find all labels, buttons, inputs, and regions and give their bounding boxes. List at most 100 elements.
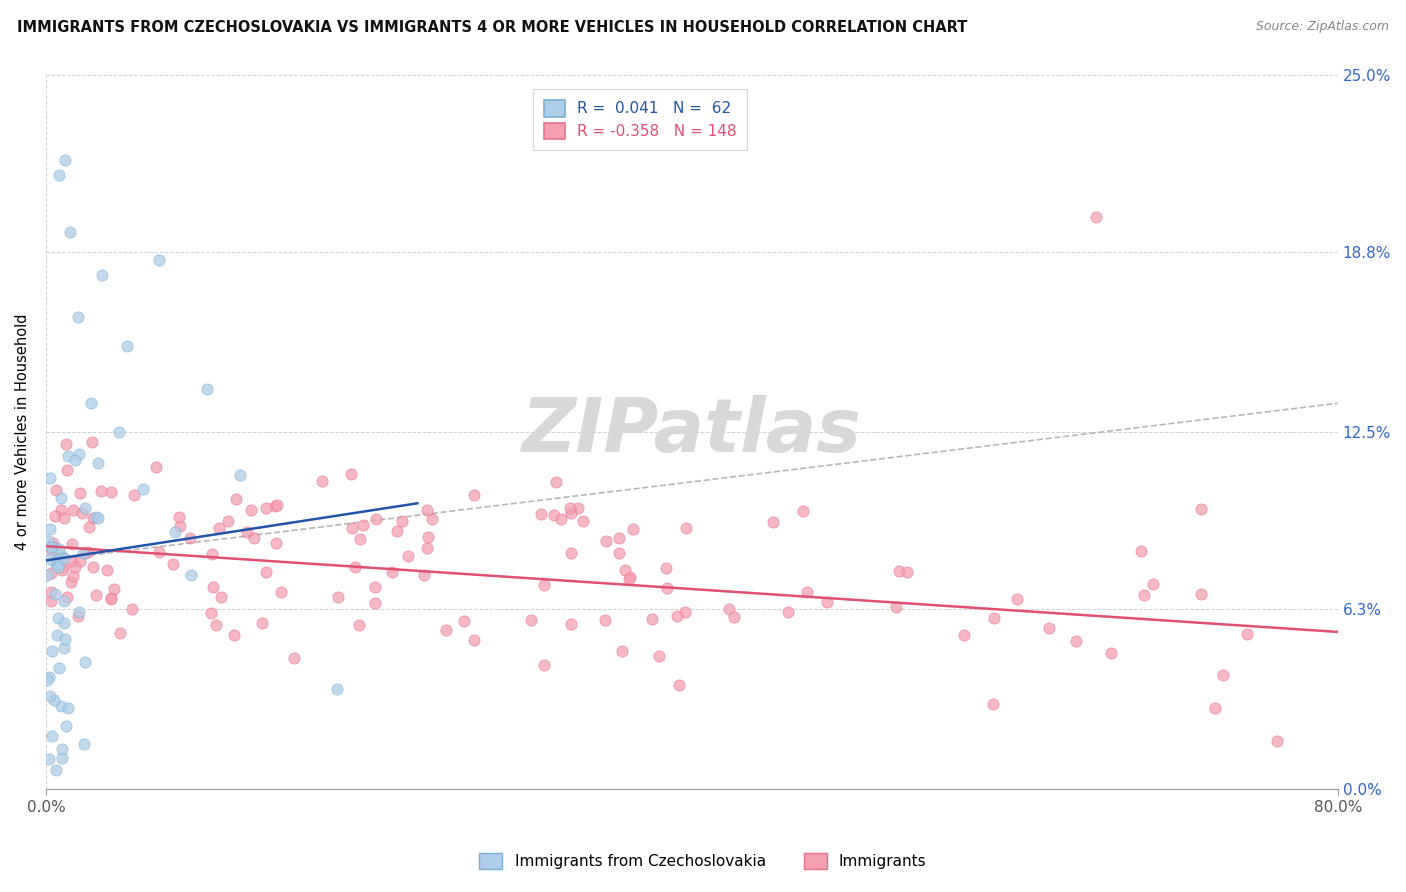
Point — [48, 661, 70, 675]
Point — [1189, 587, 1212, 601]
Point — [1133, 588, 1156, 602]
Point — [100, 485, 122, 500]
Point — [796, 585, 818, 599]
Text: ZIPatlas: ZIPatlas — [522, 395, 862, 468]
Point — [595, 534, 617, 549]
Point — [73, 655, 96, 669]
Point — [56, 463, 79, 477]
Point — [981, 698, 1004, 712]
Point — [121, 602, 143, 616]
Point — [349, 532, 371, 546]
Point — [91, 268, 114, 282]
Point — [675, 521, 697, 535]
Point — [60, 537, 83, 551]
Point — [225, 492, 247, 507]
Point — [416, 531, 439, 545]
Point — [38, 522, 60, 536]
Point — [463, 488, 485, 502]
Point — [67, 310, 90, 325]
Point — [254, 565, 277, 579]
Point — [179, 532, 201, 546]
Point — [619, 570, 641, 584]
Point — [80, 434, 103, 449]
Point — [1142, 577, 1164, 591]
Point — [52, 560, 75, 574]
Point — [41, 729, 63, 743]
Point — [364, 596, 387, 610]
Point — [46, 628, 69, 642]
Point — [55, 719, 77, 733]
Point — [778, 605, 800, 619]
Point — [38, 752, 60, 766]
Point — [60, 554, 83, 568]
Point — [420, 511, 443, 525]
Point — [718, 602, 741, 616]
Point — [56, 590, 79, 604]
Point — [90, 483, 112, 498]
Point — [415, 541, 437, 555]
Point — [69, 554, 91, 568]
Point — [77, 520, 100, 534]
Point — [229, 467, 252, 482]
Point — [723, 610, 745, 624]
Point — [352, 518, 374, 533]
Point — [86, 510, 108, 524]
Point — [162, 558, 184, 572]
Point — [44, 509, 66, 524]
Point — [311, 474, 333, 488]
Point — [38, 471, 60, 485]
Point — [38, 689, 60, 703]
Point — [67, 605, 90, 619]
Point — [666, 609, 689, 624]
Point — [45, 483, 67, 497]
Point — [62, 502, 84, 516]
Point — [53, 593, 76, 607]
Point — [815, 595, 838, 609]
Point — [266, 499, 288, 513]
Point — [82, 559, 104, 574]
Point — [100, 591, 122, 606]
Point — [222, 628, 245, 642]
Point — [1101, 646, 1123, 660]
Point — [53, 153, 76, 168]
Point — [66, 609, 89, 624]
Point — [567, 501, 589, 516]
Point — [250, 616, 273, 631]
Point — [655, 561, 678, 575]
Point — [1084, 211, 1107, 225]
Point — [37, 534, 59, 549]
Point — [326, 590, 349, 604]
Point — [82, 511, 104, 525]
Point — [51, 549, 73, 564]
Legend: Immigrants from Czechoslovakia, Immigrants: Immigrants from Czechoslovakia, Immigran… — [474, 847, 932, 875]
Text: IMMIGRANTS FROM CZECHOSLOVAKIA VS IMMIGRANTS 4 OR MORE VEHICLES IN HOUSEHOLD COR: IMMIGRANTS FROM CZECHOSLOVAKIA VS IMMIGR… — [17, 20, 967, 35]
Point — [343, 559, 366, 574]
Point — [560, 546, 582, 560]
Point — [49, 548, 72, 562]
Point — [180, 567, 202, 582]
Point — [41, 643, 63, 657]
Point — [41, 544, 63, 558]
Point — [44, 586, 66, 600]
Point — [1038, 621, 1060, 635]
Point — [107, 425, 129, 439]
Point — [45, 764, 67, 778]
Point — [52, 616, 75, 631]
Point — [339, 467, 361, 481]
Point — [75, 546, 97, 560]
Point — [340, 521, 363, 535]
Point — [87, 456, 110, 470]
Point — [263, 499, 285, 513]
Point — [1212, 667, 1234, 681]
Point — [45, 553, 67, 567]
Point — [385, 524, 408, 539]
Point — [1205, 701, 1227, 715]
Point — [51, 741, 73, 756]
Point — [655, 581, 678, 595]
Point — [560, 617, 582, 632]
Point — [205, 617, 228, 632]
Point — [132, 482, 155, 496]
Text: Source: ZipAtlas.com: Source: ZipAtlas.com — [1256, 20, 1389, 33]
Legend: R =  0.041   N =  62, R = -0.358   N = 148: R = 0.041 N = 62, R = -0.358 N = 148 — [533, 89, 748, 150]
Point — [1189, 502, 1212, 516]
